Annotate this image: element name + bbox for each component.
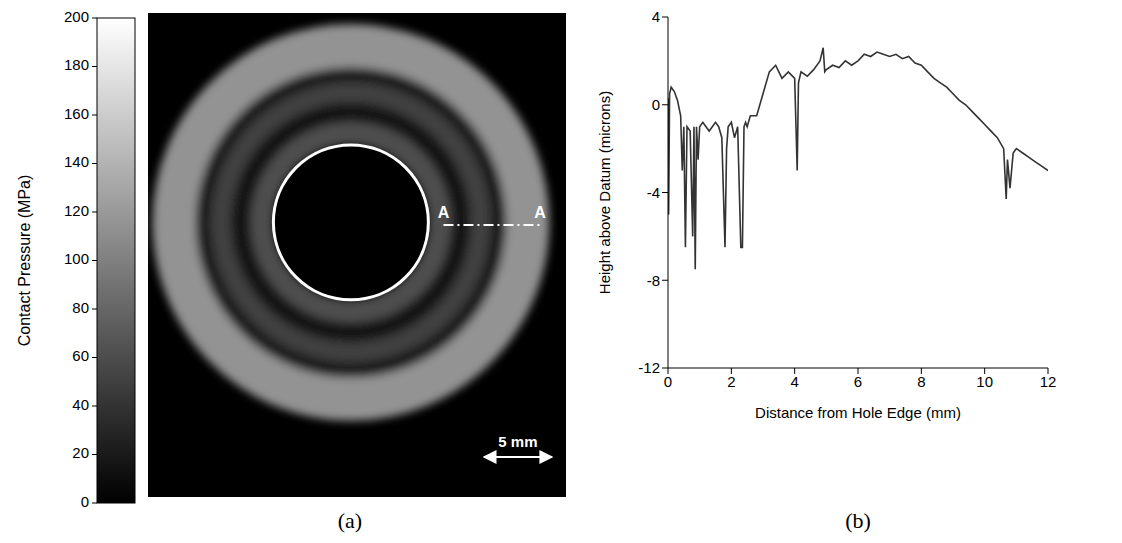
svg-text:10: 10 xyxy=(976,373,993,390)
svg-text:12: 12 xyxy=(1040,373,1057,390)
html-text:(b): (b) xyxy=(845,508,871,533)
svg-text:-12: -12 xyxy=(638,359,660,376)
svg-text:4: 4 xyxy=(652,8,660,25)
svg-text:8: 8 xyxy=(917,373,925,390)
svg-text:0: 0 xyxy=(652,96,660,113)
svg-text:5 mm: 5 mm xyxy=(498,433,537,450)
svg-text:4: 4 xyxy=(790,373,798,390)
svg-text:160: 160 xyxy=(64,105,89,122)
svg-text:6: 6 xyxy=(854,373,862,390)
svg-text:Height above Datum (microns): Height above Datum (microns) xyxy=(596,91,613,294)
svg-text:A: A xyxy=(438,204,450,221)
svg-text:A: A xyxy=(534,204,546,221)
svg-text:-4: -4 xyxy=(647,184,660,201)
html-text:(a): (a) xyxy=(337,508,363,533)
svg-text:2: 2 xyxy=(727,373,735,390)
svg-text:Distance from Hole Edge (mm): Distance from Hole Edge (mm) xyxy=(755,404,961,421)
svg-text:120: 120 xyxy=(64,202,89,219)
svg-text:60: 60 xyxy=(72,347,89,364)
svg-text:80: 80 xyxy=(72,299,89,316)
svg-text:Contact Pressure (MPa): Contact Pressure (MPa) xyxy=(16,175,33,347)
svg-text:0: 0 xyxy=(81,493,89,510)
svg-text:140: 140 xyxy=(64,153,89,170)
svg-text:0: 0 xyxy=(664,373,672,390)
svg-text:180: 180 xyxy=(64,56,89,73)
svg-text:20: 20 xyxy=(72,444,89,461)
svg-text:200: 200 xyxy=(64,8,89,25)
svg-text:-8: -8 xyxy=(647,272,660,289)
svg-text:100: 100 xyxy=(64,250,89,267)
svg-text:40: 40 xyxy=(72,396,89,413)
